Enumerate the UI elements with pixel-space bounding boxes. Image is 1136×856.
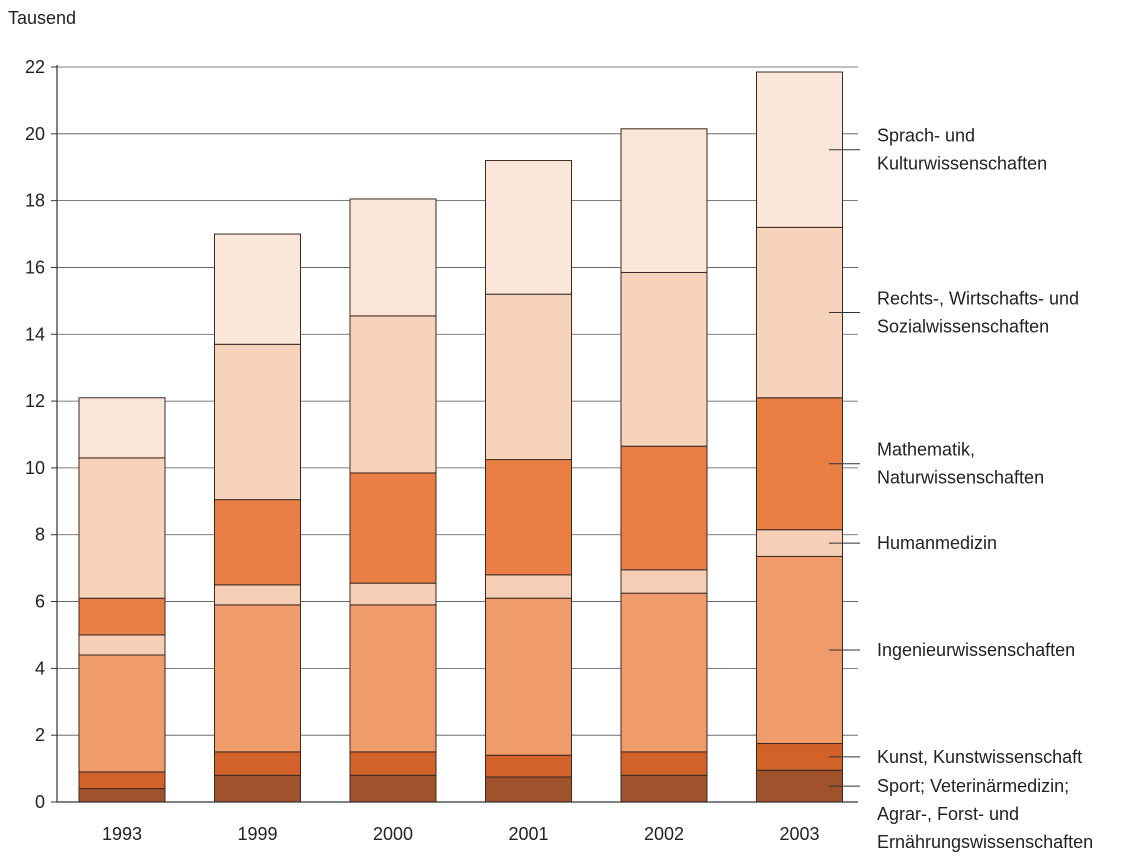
- bar-segment: [214, 751, 301, 776]
- bar-segment: [756, 769, 843, 803]
- legend: Sport; Veterinärmedizin; Agrar-, Forst- u…: [829, 126, 1093, 852]
- x-tick-labels: 1993 1999 2000 2001 2002 2003: [102, 824, 820, 844]
- bar-segment: [214, 343, 301, 501]
- bar-segment: [349, 774, 437, 803]
- bar-segment: [756, 71, 843, 228]
- bar-segment: [756, 555, 843, 745]
- bar-segment: [349, 751, 437, 776]
- bar-segment: [485, 754, 572, 778]
- x-tick-label: 2000: [373, 824, 413, 844]
- legend-entry-label: Agrar-, Forst- und: [877, 804, 1019, 824]
- bar-segment: [214, 499, 301, 586]
- y-tick-label: 14: [25, 324, 45, 344]
- bar-segment: [756, 226, 843, 399]
- bar-segment: [78, 397, 166, 459]
- y-tick-label: 12: [25, 391, 45, 411]
- legend-entry-label: Naturwissenschaften: [877, 468, 1044, 488]
- bar-segment: [620, 445, 708, 571]
- x-tick-label: 1999: [237, 824, 277, 844]
- y-tick-label: 18: [25, 191, 45, 211]
- y-tick-label: 16: [25, 257, 45, 277]
- bar-segment: [485, 160, 572, 295]
- bar-segment: [78, 788, 166, 803]
- bar-segment: [756, 397, 843, 531]
- bar-segment: [620, 751, 708, 776]
- legend-entry-label: Sprach- und: [877, 126, 975, 146]
- bar-segment: [214, 604, 301, 753]
- gridlines: [57, 66, 858, 736]
- y-tick-label: 0: [35, 792, 45, 812]
- legend-entry-label: Humanmedizin: [877, 533, 997, 553]
- bar-segment: [620, 592, 708, 753]
- bar-segment: [485, 459, 572, 576]
- bar-segment: [349, 582, 437, 606]
- axes: [51, 65, 858, 803]
- legend-entry-label: Kulturwissenschaften: [877, 154, 1047, 174]
- y-tick-label: 4: [35, 658, 45, 678]
- bar-segment: [78, 654, 166, 773]
- y-axis-unit-label: Tausend: [8, 8, 76, 28]
- legend-entry-label: Sozialwissenschaften: [877, 317, 1049, 337]
- y-tick-label: 6: [35, 592, 45, 612]
- bar-segment: [214, 774, 301, 803]
- y-tick-label: 20: [25, 124, 45, 144]
- x-tick-label: 2003: [779, 824, 819, 844]
- x-tick-label: 2002: [644, 824, 684, 844]
- x-tick-label: 2001: [508, 824, 548, 844]
- bar-segment: [349, 472, 437, 584]
- y-tick-label: 22: [25, 57, 45, 77]
- legend-entry-label: Mathematik,: [877, 440, 975, 460]
- y-tick-label: 10: [25, 458, 45, 478]
- bar-segment: [78, 457, 166, 599]
- bar-segment: [756, 743, 843, 771]
- legend-entry-label: Ernährungswissenschaften: [877, 832, 1093, 852]
- bar-segment: [485, 574, 572, 599]
- bar-segment: [349, 315, 437, 474]
- bar-segment: [349, 198, 437, 317]
- bar-segment: [620, 569, 708, 594]
- bar-segment: [214, 584, 301, 606]
- bar-segment: [620, 271, 708, 447]
- legend-entry-label: Sport; Veterinärmedizin;: [877, 776, 1069, 796]
- bar-segment: [78, 597, 166, 636]
- bar-segment: [485, 597, 572, 756]
- legend-entry-label: Rechts-, Wirtschafts- und: [877, 289, 1079, 309]
- y-tick-labels: 0 2 4 6 8 10 12 14 16 18 20 22: [25, 57, 45, 812]
- bar-segment: [485, 293, 572, 461]
- y-tick-label: 8: [35, 525, 45, 545]
- x-tick-label: 1993: [102, 824, 142, 844]
- legend-entry-label: Kunst, Kunstwissenschaft: [877, 747, 1082, 767]
- legend-entry-label: Ingenieurwissenschaften: [877, 640, 1075, 660]
- bar-segment: [214, 233, 301, 345]
- bar-segment: [756, 529, 843, 557]
- bar-segment: [620, 128, 708, 273]
- bar-segment: [78, 634, 166, 656]
- bar-segment: [78, 771, 166, 790]
- bar-segment: [620, 774, 708, 803]
- bar-segment: [349, 604, 437, 753]
- bar-segment: [485, 776, 572, 803]
- bars: [78, 71, 843, 803]
- y-tick-label: 2: [35, 725, 45, 745]
